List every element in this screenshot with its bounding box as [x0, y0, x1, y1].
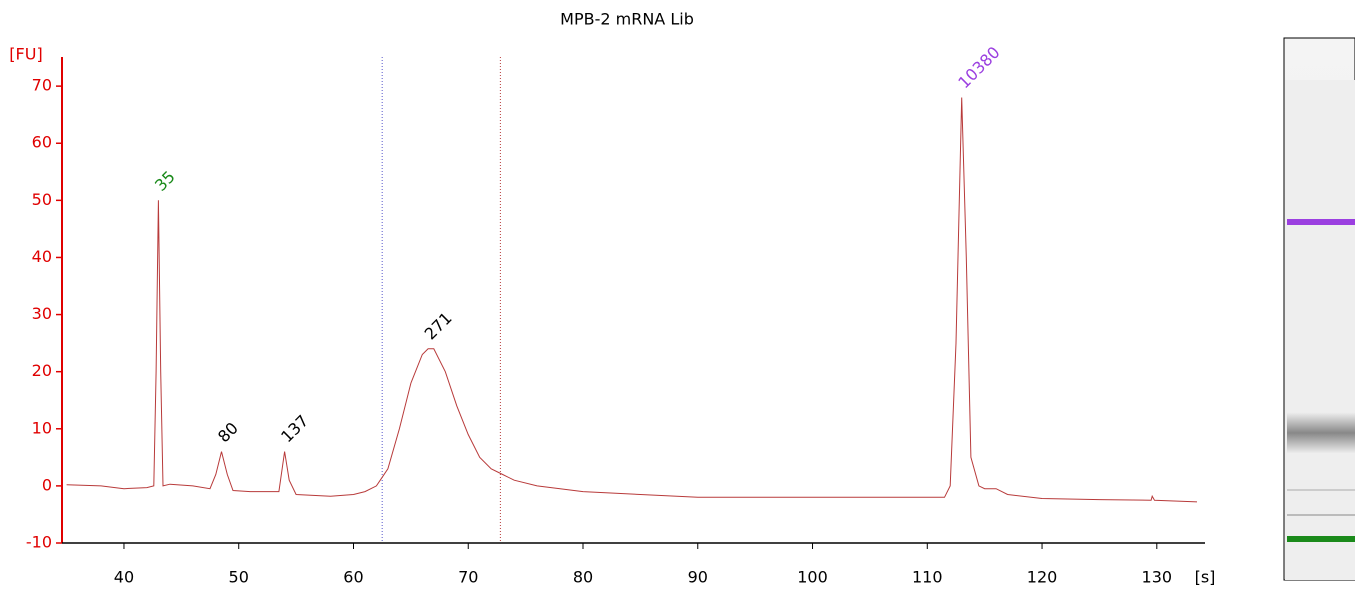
- y-tick-label: -10: [26, 533, 52, 552]
- y-tick-label: 70: [32, 76, 52, 95]
- y-tick-label: 60: [32, 133, 52, 152]
- x-tick-label: 120: [1027, 568, 1058, 587]
- x-tick-label: 130: [1142, 568, 1173, 587]
- x-tick-label: 40: [114, 568, 134, 587]
- x-tick-label: 90: [688, 568, 708, 587]
- x-tick-label: 70: [458, 568, 478, 587]
- x-axis-label: [s]: [1195, 568, 1216, 587]
- y-tick-label: 20: [32, 361, 52, 380]
- gel-lane: [1283, 37, 1355, 581]
- x-tick-label: 110: [912, 568, 943, 587]
- y-tick-label: 10: [32, 418, 52, 437]
- chart-title: MPB-2 mRNA Lib: [560, 10, 694, 29]
- y-tick-label: 30: [32, 304, 52, 323]
- peak-label: 80: [214, 418, 242, 446]
- x-tick-label: 100: [797, 568, 828, 587]
- x-tick-label: 60: [343, 568, 363, 587]
- peak-label: 137: [277, 411, 312, 446]
- y-tick-label: 50: [32, 190, 52, 209]
- peak-label: 271: [421, 308, 456, 343]
- y-tick-label: 0: [42, 475, 52, 494]
- y-tick-label: 40: [32, 247, 52, 266]
- y-axis-label: [FU]: [9, 45, 42, 64]
- peak-label: 10380: [954, 43, 1003, 92]
- peak-label: 35: [151, 167, 179, 195]
- x-tick-label: 80: [573, 568, 593, 587]
- x-tick-label: 50: [229, 568, 249, 587]
- trace-line: [66, 97, 1198, 503]
